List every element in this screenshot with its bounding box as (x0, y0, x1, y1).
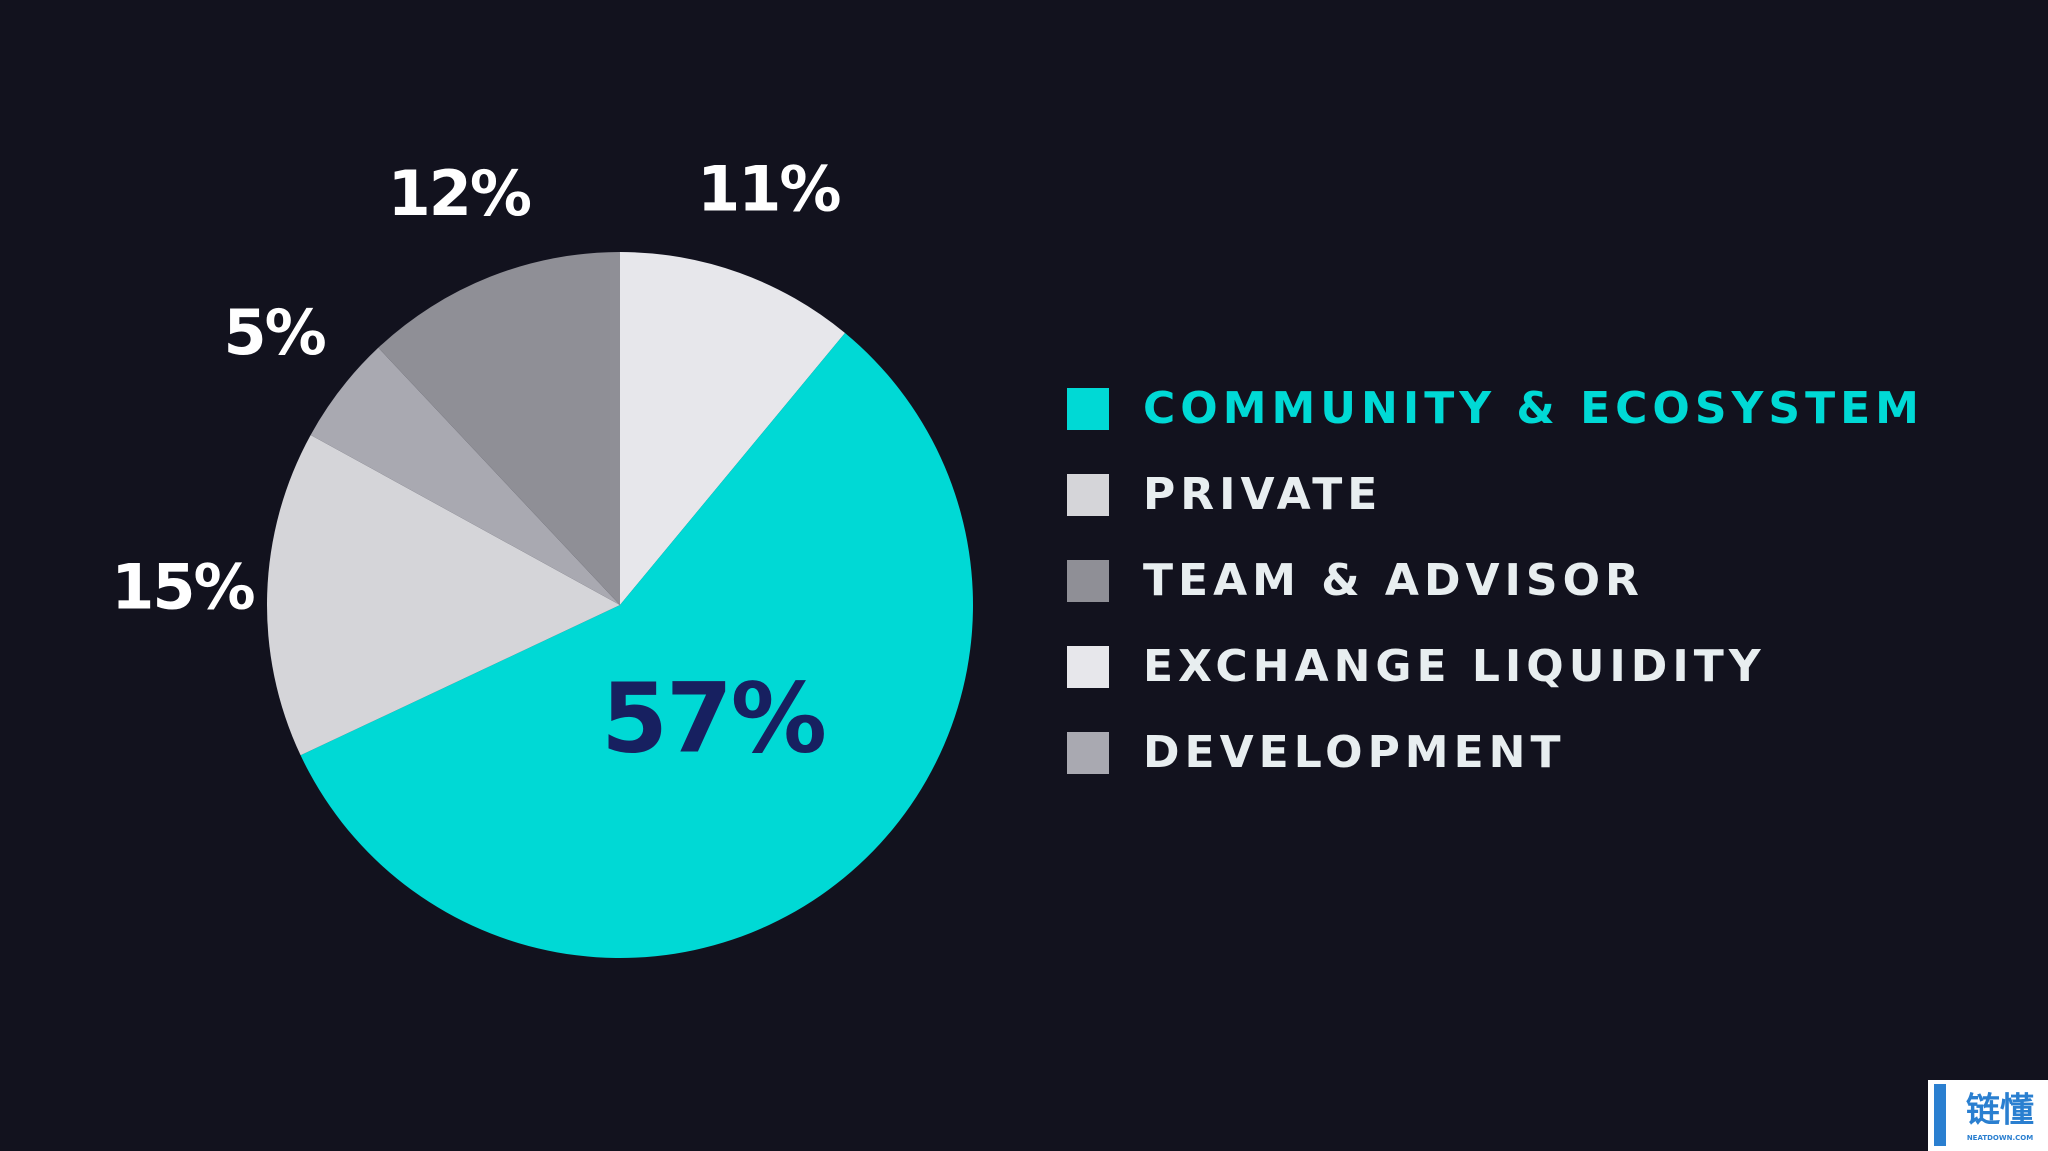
watermark: 链懂 NEATDOWN.COM (1928, 1080, 2048, 1151)
pie-slice (267, 434, 620, 756)
pie-slice (620, 252, 846, 605)
legend-label: TEAM & ADVISOR (1143, 555, 1644, 606)
legend-swatch (1067, 560, 1109, 602)
watermark-bar (1934, 1084, 1946, 1146)
legend-label: PRIVATE (1143, 469, 1382, 520)
watermark-box (1928, 1080, 2048, 1151)
legend-swatch (1067, 388, 1109, 430)
legend-label: COMMUNITY & ECOSYSTEM (1143, 383, 1924, 434)
legend-label: EXCHANGE LIQUIDITY (1143, 641, 1766, 692)
pie-slice (378, 252, 620, 605)
value-label: 15% (111, 550, 254, 623)
value-label: 11% (697, 152, 840, 225)
legend-swatch (1067, 646, 1109, 688)
value-label: 5% (224, 296, 326, 369)
watermark-site: NEATDOWN.COM (1967, 1134, 2033, 1142)
legend-label: DEVELOPMENT (1143, 727, 1566, 778)
pie-slice (310, 347, 620, 605)
legend-swatch (1067, 732, 1109, 774)
watermark-logo: 链懂 (1966, 1091, 2034, 1131)
value-label: 12% (388, 157, 531, 230)
value-label: 57% (601, 662, 825, 774)
legend-swatch (1067, 474, 1109, 516)
pie-slice (300, 333, 973, 959)
